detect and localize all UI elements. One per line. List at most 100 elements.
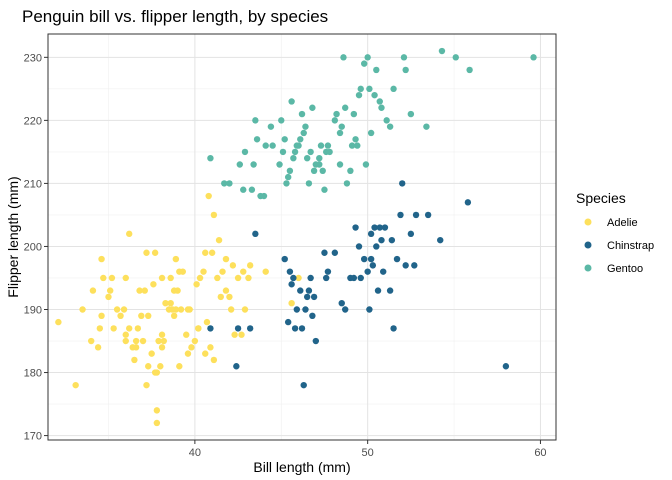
data-point-chinstrap: [374, 287, 382, 294]
data-point-gentoo: [207, 155, 214, 162]
data-point-chinstrap: [288, 281, 295, 288]
data-point-gentoo: [331, 117, 339, 124]
data-point-chinstrap: [312, 337, 320, 345]
data-point-gentoo: [438, 47, 446, 55]
data-point-gentoo: [286, 167, 294, 174]
legend-key-adelie: [584, 218, 592, 226]
data-point-chinstrap: [305, 287, 313, 294]
data-point-chinstrap: [402, 262, 409, 269]
data-point-adelie: [105, 293, 112, 301]
data-point-adelie: [122, 274, 129, 282]
data-point-gentoo: [288, 98, 295, 105]
data-point-gentoo: [221, 180, 228, 187]
x-axis-title: Bill length (mm): [253, 459, 350, 475]
data-point-chinstrap: [331, 249, 339, 256]
data-point-gentoo: [278, 117, 285, 124]
data-point-adelie: [153, 407, 161, 414]
data-point-adelie: [174, 287, 181, 294]
data-point-adelie: [145, 312, 152, 319]
y-axis-title: Flipper length (mm): [5, 176, 21, 297]
legend: Species Adelie Chinstrap Gentoo: [576, 190, 654, 275]
y-tick-label: 230: [24, 52, 42, 64]
data-point-gentoo: [347, 167, 354, 174]
y-tick-label: 220: [24, 115, 42, 127]
data-point-gentoo: [276, 161, 283, 168]
data-point-gentoo: [530, 54, 537, 61]
data-point-gentoo: [362, 161, 370, 168]
data-point-gentoo: [293, 142, 301, 149]
data-point-adelie: [158, 344, 166, 351]
data-point-chinstrap: [309, 312, 316, 319]
data-point-gentoo: [300, 129, 307, 137]
data-point-gentoo: [378, 104, 385, 111]
data-point-gentoo: [355, 91, 363, 99]
data-point-gentoo: [298, 110, 306, 118]
data-point-adelie: [229, 262, 237, 269]
data-point-chinstrap: [281, 255, 288, 263]
data-point-adelie: [176, 268, 183, 275]
data-point-adelie: [193, 281, 200, 288]
data-point-gentoo: [303, 155, 311, 162]
data-point-adelie: [122, 337, 129, 345]
data-point-adelie: [143, 249, 150, 256]
data-points: [55, 47, 537, 427]
y-tick-label: 180: [24, 368, 42, 380]
data-point-adelie: [172, 255, 180, 263]
data-point-adelie: [126, 325, 133, 332]
data-point-gentoo: [386, 123, 394, 130]
data-point-chinstrap: [352, 224, 359, 231]
data-point-adelie: [172, 306, 180, 313]
data-point-adelie: [238, 331, 245, 338]
data-point-adelie: [203, 318, 211, 326]
data-point-gentoo: [240, 186, 247, 193]
data-point-adelie: [139, 337, 147, 345]
data-point-adelie: [176, 363, 183, 370]
data-point-gentoo: [338, 123, 345, 130]
data-point-gentoo: [283, 180, 290, 187]
data-point-gentoo: [260, 192, 268, 200]
y-tick-label: 200: [24, 241, 42, 253]
data-point-adelie: [227, 306, 235, 313]
data-point-chinstrap: [291, 325, 299, 332]
data-point-adelie: [113, 306, 121, 313]
data-point-adelie: [126, 230, 133, 238]
data-point-adelie: [143, 381, 150, 389]
data-point-adelie: [207, 344, 214, 351]
data-point-adelie: [158, 331, 166, 338]
data-point-chinstrap: [322, 274, 330, 282]
data-point-adelie: [107, 287, 114, 294]
data-point-adelie: [55, 318, 62, 326]
data-point-adelie: [226, 293, 233, 301]
data-point-gentoo: [253, 136, 261, 143]
data-point-chinstrap: [355, 243, 363, 250]
data-point-adelie: [145, 363, 152, 370]
data-point-adelie: [219, 268, 226, 275]
data-point-gentoo: [340, 54, 347, 61]
data-point-gentoo: [316, 155, 323, 162]
data-point-chinstrap: [246, 325, 254, 332]
data-point-chinstrap: [380, 268, 387, 275]
data-point-chinstrap: [378, 236, 385, 244]
legend-label-adelie: Adelie: [607, 217, 638, 229]
data-point-chinstrap: [342, 306, 349, 313]
data-point-adelie: [150, 281, 157, 288]
data-point-gentoo: [241, 148, 249, 156]
data-point-adelie: [167, 300, 174, 307]
data-point-gentoo: [333, 110, 340, 118]
data-point-chinstrap: [350, 274, 358, 282]
data-point-gentoo: [305, 180, 313, 187]
data-point-adelie: [195, 325, 202, 332]
data-point-gentoo: [290, 155, 297, 162]
data-point-adelie: [157, 363, 164, 370]
legend-title: Species: [576, 190, 626, 206]
data-point-gentoo: [281, 136, 288, 143]
data-point-chinstrap: [502, 363, 510, 370]
y-tick-label: 170: [24, 431, 42, 443]
data-point-gentoo: [309, 104, 316, 111]
data-point-gentoo: [319, 167, 326, 174]
x-tick-label: 50: [362, 447, 374, 459]
data-point-adelie: [141, 287, 148, 294]
data-point-chinstrap: [361, 255, 368, 263]
chart-title: Penguin bill vs. flipper length, by spec…: [22, 7, 328, 26]
data-point-gentoo: [326, 148, 333, 156]
